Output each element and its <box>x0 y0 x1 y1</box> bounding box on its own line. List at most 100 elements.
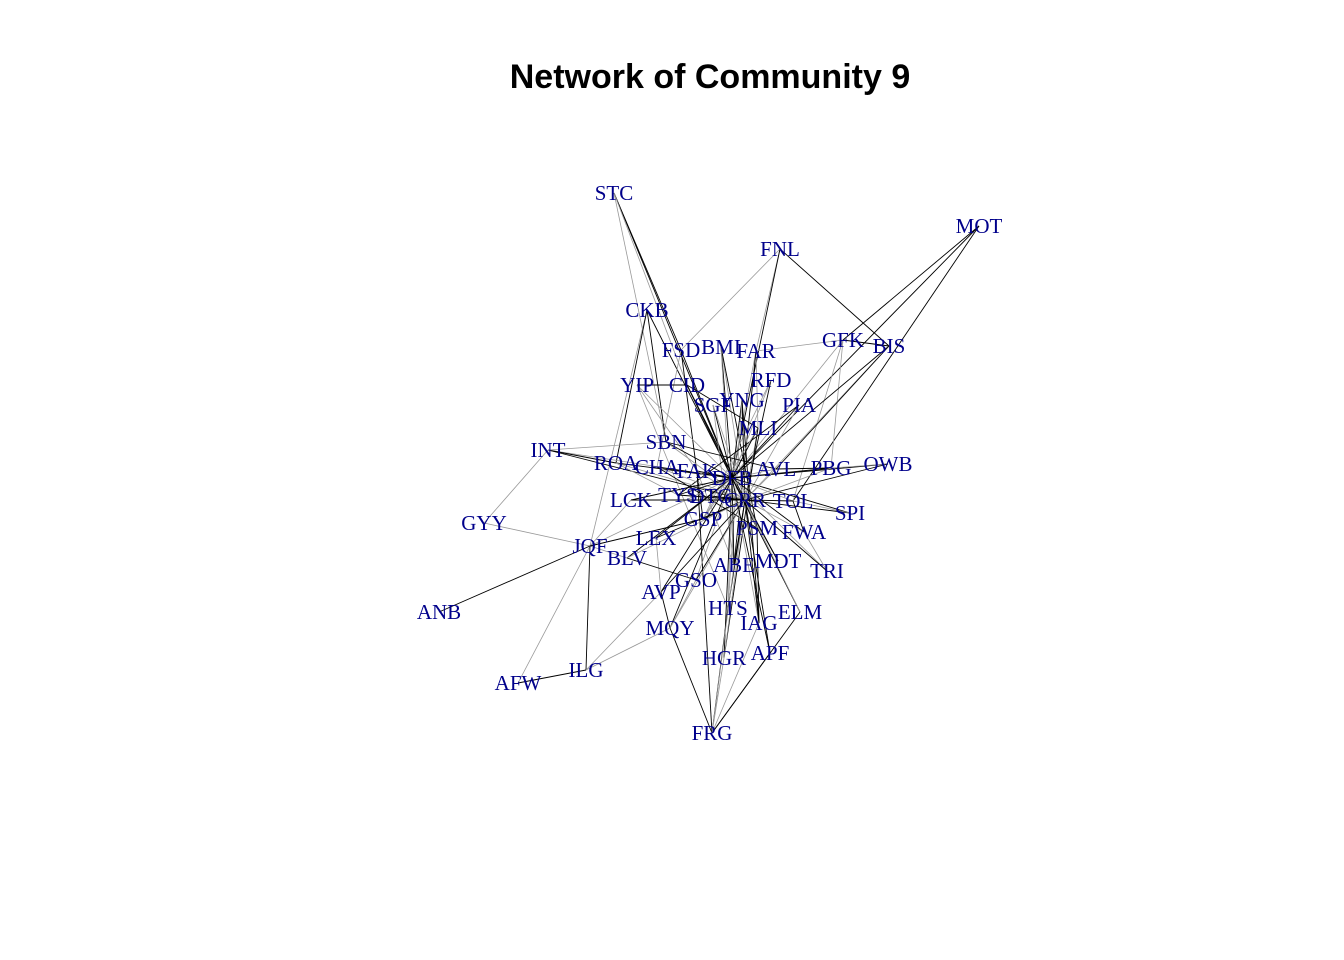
edge-cha-dfb <box>656 466 733 479</box>
node-roa: ROA <box>594 451 639 475</box>
node-fnl: FNL <box>760 237 800 261</box>
node-avl: AVL <box>756 457 796 481</box>
edge-stc-cid <box>613 192 688 386</box>
edge-ckb-roa <box>615 309 648 464</box>
node-bis: BIS <box>873 334 906 358</box>
edge-yip-dfb <box>636 384 733 479</box>
edge-mqy-ilg <box>585 627 671 671</box>
edge-bis-dfb <box>731 345 890 479</box>
edge-crr-fwa <box>744 499 805 533</box>
node-tys: TYS <box>658 483 698 507</box>
node-yng: YNG <box>719 388 765 412</box>
edge-gfk-bis <box>842 339 890 347</box>
edge-layer <box>438 192 980 734</box>
edge-pbg-crr <box>744 467 832 501</box>
edge-dtg-dfb <box>710 477 733 497</box>
edge-crr-mqy <box>669 499 746 629</box>
node-jqf: JQF <box>572 534 607 558</box>
edge-mli-dfb <box>731 427 759 479</box>
node-tol: TOL <box>773 489 813 513</box>
edge-crr-elm <box>744 499 801 613</box>
node-mqy: MQY <box>645 616 694 640</box>
edge-crr-lex <box>655 499 746 539</box>
edge-ilg-afw <box>517 669 587 684</box>
edge-dfb-gso <box>695 477 733 581</box>
node-ilg: ILG <box>569 658 604 682</box>
edge-int-crr <box>547 449 746 501</box>
edge-pia-dfb <box>731 404 800 479</box>
edge-stc-sbn <box>613 192 667 443</box>
node-stc: STC <box>595 181 634 205</box>
edge-dfb-avl <box>731 468 777 479</box>
edge-sbn-avl <box>665 441 777 470</box>
edge-gyy-jqf <box>483 522 591 547</box>
node-gso: GSO <box>675 568 717 592</box>
edge-gso-mqy <box>669 579 697 629</box>
edge-yng-crr <box>741 399 746 501</box>
edge-crr-hgr <box>723 499 746 659</box>
edge-jqf-anb <box>438 545 591 613</box>
edge-dfb-jqf <box>589 477 733 547</box>
edge-avl-pbg <box>775 467 832 470</box>
edge-crr-abe <box>733 499 746 566</box>
node-tri: TRI <box>810 559 844 583</box>
edge-mot-gfk <box>842 225 980 341</box>
node-crr: CRR <box>724 488 766 512</box>
edge-dfb-fwa <box>731 477 805 533</box>
edge-pbg-owb <box>830 463 889 469</box>
edge-dfb-tys <box>677 477 733 496</box>
edge-psm-iag <box>756 527 760 624</box>
node-cha: CHA <box>635 455 680 479</box>
edge-ckb-dfb <box>646 309 733 479</box>
edge-gfk-tol <box>792 339 844 502</box>
edge-mot-tol <box>792 225 980 502</box>
edge-fak-frg <box>696 470 713 734</box>
edge-blv-gso <box>626 557 697 581</box>
edge-dfb-blv <box>626 477 733 559</box>
node-owb: OWB <box>864 452 913 476</box>
edge-fsd-cha <box>656 349 682 468</box>
chart-title: Network of Community 9 <box>509 58 911 96</box>
edge-dfb-iag <box>731 477 760 624</box>
node-mli: MLI <box>739 416 778 440</box>
node-lck: LCK <box>610 488 652 512</box>
edge-dtg-crr <box>710 495 746 501</box>
edge-yip-hts <box>636 384 729 609</box>
edge-crr-spi <box>744 499 851 514</box>
edge-far-mli <box>755 350 759 429</box>
edge-int-gyy <box>483 449 549 524</box>
edge-dfb-abe <box>731 477 735 566</box>
edge-yng-dfb <box>731 399 743 479</box>
node-dfb: DFB <box>712 466 753 490</box>
edge-dfb-tol <box>731 477 794 502</box>
node-mdt: MDT <box>755 549 802 573</box>
node-fak: FAK <box>677 459 717 483</box>
edge-fak-crr <box>696 470 746 501</box>
node-avp: AVP <box>641 580 680 604</box>
edge-owb-crr <box>744 463 889 501</box>
edge-avp-ilg <box>585 591 662 671</box>
edge-jqf-ilg <box>585 545 591 671</box>
node-gsp: GSP <box>684 507 723 531</box>
node-far: FAR <box>736 339 775 363</box>
edge-mot-dfb <box>731 225 980 479</box>
edge-rfd-dfb <box>731 379 772 479</box>
edge-dfb-gsp <box>702 477 733 520</box>
node-sgf: SGF <box>694 393 733 417</box>
edge-sgf-dfb <box>712 404 733 479</box>
edge-gfk-far <box>755 339 844 352</box>
edge-int-sbn <box>547 441 667 451</box>
node-sbn: SBN <box>646 430 687 454</box>
edge-crr-mdt <box>744 499 779 562</box>
edge-far-abe <box>733 350 757 566</box>
node-gyy: GYY <box>461 511 507 535</box>
edge-avp-mqy <box>660 591 671 629</box>
edge-mli-hgr <box>723 427 759 659</box>
node-bmi: BMI <box>701 335 741 359</box>
edge-pia-tys <box>677 404 800 496</box>
edge-tol-fwa <box>792 500 805 533</box>
edge-ckb-sbn <box>646 309 667 443</box>
node-gfk: GFK <box>822 328 864 352</box>
node-apf: APF <box>751 641 790 665</box>
edge-lex-avp <box>655 537 662 593</box>
